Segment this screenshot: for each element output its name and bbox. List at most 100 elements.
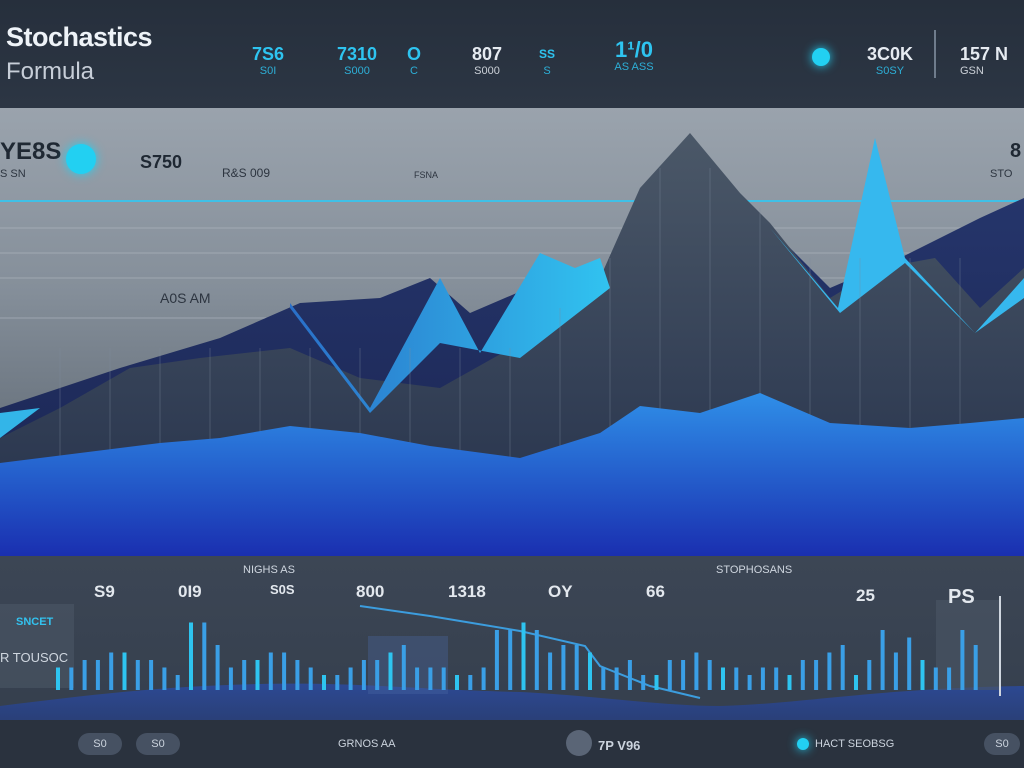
bar bbox=[694, 652, 699, 690]
stat-8-label: GSN bbox=[960, 65, 984, 77]
bottom-label-right: STOPHOSANS bbox=[716, 564, 793, 576]
bar bbox=[814, 660, 819, 690]
footer-center-text: GRNOS AA bbox=[338, 738, 396, 750]
bar bbox=[494, 630, 499, 690]
bar bbox=[468, 675, 473, 690]
stat-2-value: 7310 bbox=[336, 44, 378, 64]
bar bbox=[601, 667, 606, 690]
chart-label-small: FSNA bbox=[414, 170, 439, 180]
stat-7[interactable]: 3C0K S0SY bbox=[860, 44, 920, 78]
bar bbox=[481, 667, 486, 690]
app-subtitle: Formula bbox=[6, 58, 95, 85]
stat-5[interactable]: SS S bbox=[526, 44, 568, 78]
bar bbox=[880, 630, 885, 690]
bar bbox=[135, 660, 140, 690]
bar bbox=[627, 660, 632, 690]
bar bbox=[202, 622, 207, 690]
bar bbox=[840, 645, 845, 690]
bottom-number-7: 66 bbox=[646, 582, 665, 601]
header-bar bbox=[0, 0, 1024, 108]
chart-highlight-dot[interactable] bbox=[66, 144, 96, 174]
side-box bbox=[936, 600, 1000, 690]
bar bbox=[441, 667, 446, 690]
stat-8[interactable]: 157 N GSN bbox=[960, 44, 1022, 78]
bar bbox=[242, 660, 247, 690]
bar bbox=[614, 667, 619, 690]
footer-toggle[interactable] bbox=[566, 730, 592, 756]
bar bbox=[401, 645, 406, 690]
side-label-1: SNCET bbox=[16, 616, 54, 628]
bar bbox=[574, 645, 579, 690]
stat-2[interactable]: 7310 S000 bbox=[330, 44, 384, 78]
stat-1-value: 7S6 bbox=[251, 44, 285, 64]
bar bbox=[521, 622, 526, 690]
bar bbox=[947, 667, 952, 690]
side-label-2: R TOUSOC bbox=[0, 650, 69, 665]
bar bbox=[747, 675, 752, 690]
chart-value: S750 bbox=[140, 152, 183, 172]
bottom-number-3: S0S bbox=[270, 582, 295, 597]
bar bbox=[960, 630, 965, 690]
stat-6[interactable]: 1¹/0 AS ASS bbox=[596, 37, 672, 74]
stat-5-value: SS bbox=[538, 47, 555, 61]
bar bbox=[228, 667, 233, 690]
bar bbox=[721, 667, 725, 690]
bottom-number-6: OY bbox=[548, 582, 573, 601]
stat-3[interactable]: O C bbox=[400, 44, 428, 78]
bar bbox=[561, 645, 566, 690]
stat-6-label: AS ASS bbox=[614, 61, 654, 73]
bar bbox=[189, 622, 193, 690]
bar bbox=[774, 667, 779, 690]
bar bbox=[455, 675, 459, 690]
bar bbox=[707, 660, 712, 690]
bar bbox=[109, 652, 114, 690]
stat-5-label: S bbox=[543, 65, 551, 77]
stat-7-label: S0SY bbox=[875, 65, 905, 77]
bar bbox=[681, 660, 686, 690]
footer-button-2[interactable]: S0 bbox=[136, 733, 180, 755]
bar bbox=[388, 652, 393, 690]
bar bbox=[760, 667, 765, 690]
bar bbox=[588, 652, 592, 690]
bar bbox=[920, 660, 925, 690]
footer-button-1[interactable]: S0 bbox=[78, 733, 122, 755]
bar bbox=[162, 667, 167, 690]
chart-label-center: R&S 009 bbox=[222, 166, 271, 180]
stat-7-value: 3C0K bbox=[866, 44, 914, 64]
highlight-band bbox=[368, 636, 448, 694]
bar bbox=[348, 667, 353, 690]
bar bbox=[375, 660, 380, 690]
bar bbox=[933, 667, 938, 690]
bar bbox=[308, 667, 313, 690]
bar bbox=[282, 652, 287, 690]
bar bbox=[548, 652, 553, 690]
bar bbox=[215, 645, 220, 690]
bar bbox=[973, 645, 978, 690]
bar bbox=[854, 675, 858, 690]
stat-2-label: S000 bbox=[344, 65, 370, 77]
bar bbox=[508, 630, 513, 690]
bar bbox=[534, 630, 539, 690]
stat-6-value: 1¹/0 bbox=[615, 37, 653, 62]
bar bbox=[175, 675, 180, 690]
cyan-peak-left bbox=[290, 253, 610, 413]
stat-4-label: S000 bbox=[474, 65, 500, 77]
footer-mid-label: 7P V96 bbox=[598, 738, 641, 753]
footer-button-3[interactable]: S0 bbox=[984, 733, 1020, 755]
bar bbox=[654, 675, 659, 690]
bar bbox=[122, 652, 127, 690]
bar bbox=[361, 660, 366, 690]
stat-4-value: 807 bbox=[471, 44, 503, 64]
bar bbox=[82, 660, 87, 690]
main-chart-panel[interactable]: YE8S S SN S750 R&S 009 FSNA A0S AM 8 STO bbox=[0, 108, 1024, 556]
side-box-left bbox=[0, 604, 74, 688]
bottom-number-2: 0I9 bbox=[178, 582, 202, 601]
bar bbox=[415, 667, 420, 690]
header-divider bbox=[934, 30, 936, 78]
bottom-number-9: PS bbox=[948, 586, 975, 608]
stat-1[interactable]: 7S6 S0I bbox=[248, 44, 288, 78]
stat-4[interactable]: 807 S000 bbox=[464, 44, 510, 78]
stat-1-label: S0I bbox=[259, 65, 277, 77]
bar bbox=[827, 652, 832, 690]
stat-3-label: C bbox=[410, 65, 418, 77]
